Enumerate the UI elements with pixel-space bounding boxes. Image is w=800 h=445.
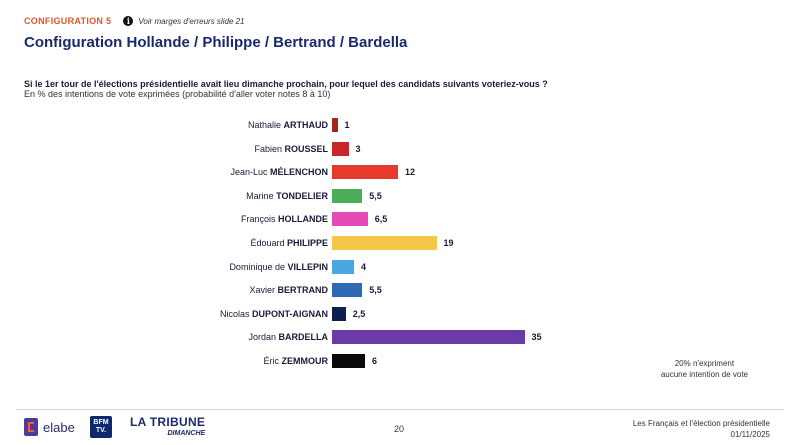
bar — [332, 306, 346, 321]
candidate-last-name: ROUSSEL — [284, 143, 328, 154]
candidate-first-name: Nicolas — [219, 308, 252, 319]
configuration-tag: CONFIGURATION 5 — [24, 16, 112, 26]
bar-value-label: 5,5 — [369, 285, 382, 296]
chart-subtitle: En % des intentions de vote exprimées (p… — [24, 89, 331, 99]
dimanche-logo-text: DIMANCHE — [167, 430, 206, 437]
candidate-label: Nicolas DUPONT-AIGNAN — [220, 308, 328, 320]
candidate-last-name: ARTHAUD — [283, 120, 329, 130]
footer-divider — [16, 409, 784, 410]
bfmtv-logo: BFM TV. — [90, 416, 112, 438]
bar — [332, 330, 525, 345]
candidate-last-name: HOLLANDE — [278, 214, 328, 225]
elabe-logo-mark — [24, 418, 38, 436]
candidate-last-name: TONDELIER — [276, 190, 328, 201]
bar — [332, 165, 398, 180]
candidate-label: Jordan BARDELLA — [248, 331, 328, 343]
bfmtv-logo-line-1: BFM — [93, 419, 109, 426]
bar-value-label: 2,5 — [352, 308, 366, 319]
study-date: 01/11/2025 — [730, 430, 770, 439]
bar — [332, 212, 368, 227]
bar — [332, 236, 437, 250]
bar-value-label: 5,5 — [369, 190, 382, 201]
candidate-last-name: PHILIPPE — [286, 238, 328, 248]
la-tribune-dimanche-logo: LA TRIBUNE DIMANCHE — [130, 415, 206, 439]
candidate-last-name: BARDELLA — [278, 332, 329, 343]
bar-value-label: 6 — [372, 356, 378, 366]
candidate-last-name: ZEMMOUR — [281, 356, 329, 366]
candidate-first-name: Jean-Luc — [230, 167, 270, 178]
candidate-label: François HOLLANDE — [241, 213, 328, 225]
candidate-first-name: Marine — [246, 190, 277, 201]
candidate-first-name: Jordan — [248, 332, 279, 343]
candidate-label: Jean-Luc MÉLENCHON — [230, 166, 328, 178]
candidate-last-name: MÉLENCHON — [270, 167, 328, 178]
footer-study-info: Les Français et l'élection présidentiell… — [633, 418, 770, 440]
error-margin-text: Voir marges d'erreurs slide 21 — [138, 16, 245, 26]
page-number: 20 — [394, 424, 405, 434]
bar — [332, 188, 363, 203]
candidate-last-name: DUPONT-AIGNAN — [252, 308, 328, 319]
bar — [332, 354, 365, 368]
no-intention-note-line-1: 20% n'expriment — [674, 359, 735, 368]
bar-value-label: 6,5 — [374, 214, 388, 225]
candidate-first-name: Édouard — [250, 238, 287, 248]
study-title: Les Français et l'élection présidentiell… — [632, 419, 770, 428]
error-margin-note: i Voir marges d'erreurs slide 21 — [123, 16, 245, 26]
bar-value-label: 1 — [344, 120, 350, 130]
candidate-label: Éric ZEMMOUR — [264, 355, 329, 367]
candidate-first-name: Éric — [263, 356, 282, 366]
no-intention-note-line-2: aucune intention de vote — [660, 370, 748, 379]
candidate-last-name: BERTRAND — [277, 285, 329, 296]
page-title: Configuration Hollande / Philippe / Bert… — [24, 34, 408, 51]
candidate-label: Marine TONDELIER — [246, 190, 328, 202]
candidate-first-name: Nathalie — [247, 120, 284, 130]
candidate-label: Dominique de VILLEPIN — [229, 261, 328, 273]
bar-value-label: 3 — [355, 143, 361, 154]
bfmtv-logo-line-2: TV. — [95, 427, 107, 434]
candidate-first-name: Fabien — [254, 143, 285, 154]
bar-value-label: 4 — [361, 261, 367, 272]
survey-question: Si le 1er tour de l'élections présidenti… — [24, 79, 548, 89]
bar — [332, 118, 338, 132]
candidate-label: Xavier BERTRAND — [249, 284, 328, 296]
bar — [332, 141, 349, 156]
candidate-last-name: VILLEPIN — [287, 261, 328, 272]
info-icon: i — [123, 16, 134, 26]
slide-header: CONFIGURATION 5 i Voir marges d'erreurs … — [24, 16, 245, 26]
candidate-label: Fabien ROUSSEL — [254, 143, 328, 155]
candidate-first-name: François — [240, 214, 278, 225]
elabe-logo: elabe — [24, 418, 75, 436]
candidate-first-name: Dominique de — [229, 261, 288, 272]
la-tribune-logo-text: LA TRIBUNE — [130, 415, 206, 429]
bar — [332, 259, 354, 274]
bar-value-label: 19 — [443, 238, 454, 248]
candidate-label: Nathalie ARTHAUD — [248, 119, 328, 131]
elabe-logo-text: elabe — [43, 419, 75, 435]
bar-value-label: 12 — [405, 167, 416, 178]
candidate-first-name: Xavier — [249, 285, 278, 296]
bar — [332, 283, 363, 298]
no-intention-note: 20% n'expriment aucune intention de vote — [661, 358, 748, 380]
candidate-label: Édouard PHILIPPE — [250, 237, 328, 249]
bar-value-label: 35 — [531, 332, 542, 343]
